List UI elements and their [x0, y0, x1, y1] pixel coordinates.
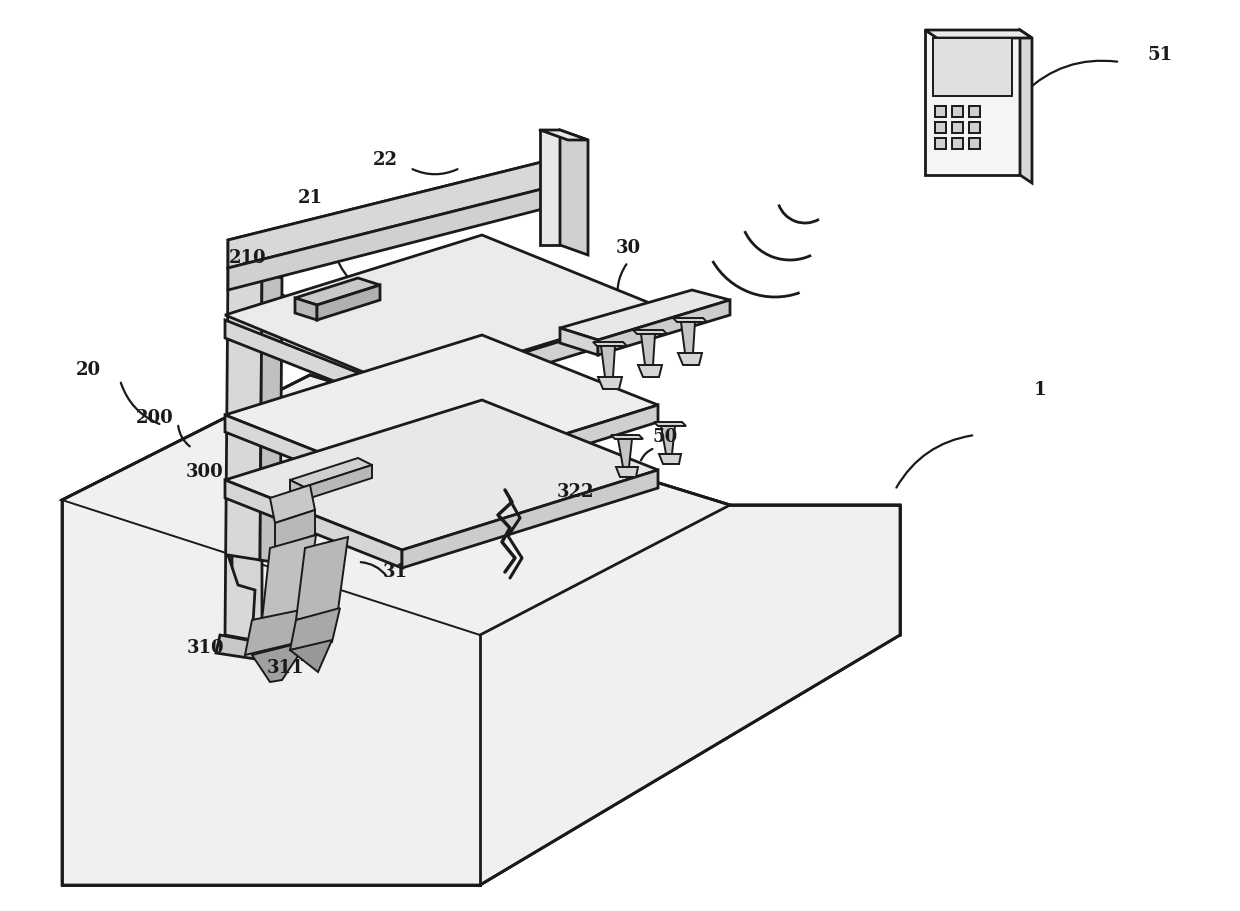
Polygon shape	[932, 38, 1012, 96]
Polygon shape	[252, 641, 308, 682]
Polygon shape	[270, 485, 315, 523]
Polygon shape	[658, 454, 681, 464]
Polygon shape	[224, 335, 658, 485]
Polygon shape	[539, 130, 588, 140]
Polygon shape	[232, 265, 254, 648]
Polygon shape	[678, 353, 702, 365]
Polygon shape	[618, 439, 632, 467]
Text: 210: 210	[229, 249, 267, 267]
Polygon shape	[539, 130, 560, 245]
Polygon shape	[290, 640, 332, 672]
Polygon shape	[290, 608, 340, 650]
Polygon shape	[952, 122, 963, 133]
Polygon shape	[952, 138, 963, 149]
Polygon shape	[262, 535, 316, 620]
Text: 1: 1	[1034, 381, 1047, 399]
Polygon shape	[228, 185, 558, 290]
Polygon shape	[968, 106, 980, 117]
Polygon shape	[601, 346, 615, 377]
Text: 30: 30	[615, 239, 641, 257]
Polygon shape	[480, 505, 900, 885]
Polygon shape	[216, 635, 262, 660]
Polygon shape	[402, 470, 658, 568]
Polygon shape	[275, 510, 315, 548]
Polygon shape	[968, 122, 980, 133]
Polygon shape	[295, 298, 317, 320]
Polygon shape	[641, 334, 655, 365]
Text: 310: 310	[186, 639, 223, 657]
Text: 311: 311	[267, 659, 304, 677]
Polygon shape	[952, 106, 963, 117]
Polygon shape	[62, 375, 900, 885]
Polygon shape	[925, 30, 1021, 175]
Polygon shape	[681, 322, 694, 353]
Text: 21: 21	[298, 189, 322, 207]
Polygon shape	[224, 480, 402, 568]
Polygon shape	[639, 365, 662, 377]
Text: 200: 200	[136, 409, 174, 427]
Polygon shape	[228, 158, 558, 268]
Polygon shape	[632, 330, 667, 334]
Polygon shape	[1021, 30, 1032, 183]
Text: 50: 50	[652, 428, 677, 446]
Polygon shape	[673, 318, 707, 322]
Polygon shape	[560, 130, 588, 255]
Polygon shape	[925, 30, 1032, 38]
Polygon shape	[224, 320, 402, 408]
Polygon shape	[295, 278, 379, 305]
Polygon shape	[598, 377, 622, 389]
Polygon shape	[290, 458, 372, 487]
Polygon shape	[224, 268, 262, 640]
Polygon shape	[560, 290, 730, 340]
Polygon shape	[62, 500, 480, 885]
Polygon shape	[935, 106, 946, 117]
Polygon shape	[968, 138, 980, 149]
Text: 31: 31	[382, 563, 408, 581]
Polygon shape	[228, 158, 558, 268]
Polygon shape	[224, 235, 662, 388]
Polygon shape	[317, 285, 379, 320]
Polygon shape	[560, 328, 598, 355]
Polygon shape	[598, 300, 730, 355]
Polygon shape	[661, 426, 675, 454]
Polygon shape	[402, 405, 658, 502]
Polygon shape	[935, 138, 946, 149]
Polygon shape	[935, 122, 946, 133]
Polygon shape	[62, 375, 730, 635]
Polygon shape	[224, 400, 658, 550]
Text: 22: 22	[372, 151, 398, 169]
Polygon shape	[611, 435, 644, 439]
Text: 322: 322	[557, 483, 594, 501]
Polygon shape	[616, 467, 639, 477]
Polygon shape	[296, 537, 348, 620]
Polygon shape	[593, 342, 627, 346]
Polygon shape	[653, 422, 686, 426]
Polygon shape	[290, 480, 304, 500]
Polygon shape	[260, 273, 281, 563]
Polygon shape	[224, 415, 402, 502]
Polygon shape	[232, 265, 262, 645]
Polygon shape	[304, 465, 372, 500]
Polygon shape	[246, 607, 315, 655]
Text: 20: 20	[76, 361, 100, 379]
Polygon shape	[402, 310, 662, 408]
Text: 300: 300	[186, 463, 224, 481]
Text: 51: 51	[1147, 46, 1173, 64]
